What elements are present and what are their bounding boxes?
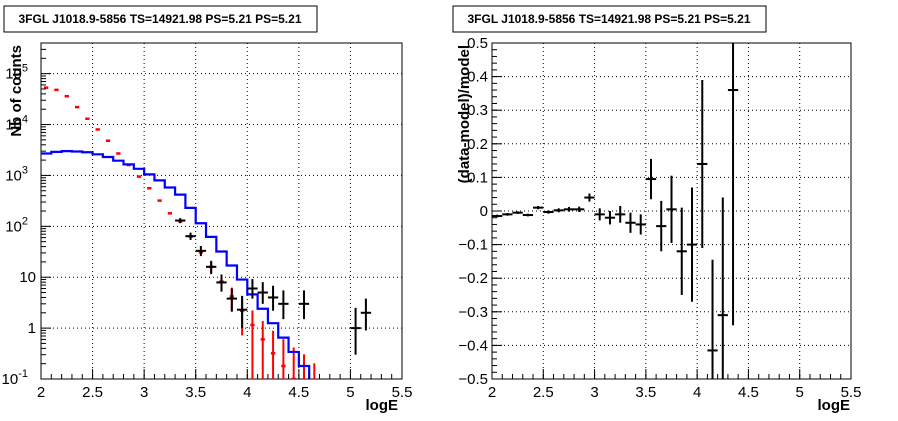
left-series — [41, 86, 372, 379]
right-y-tick-label: −0.2 — [458, 270, 488, 287]
left-x-tick-label: 2 — [37, 384, 45, 401]
left-blue-model-line — [41, 150, 311, 379]
right-y-tick-label: −0.4 — [458, 337, 488, 354]
right-x-tick-label: 2.5 — [533, 384, 554, 401]
right-x-tick-label: 4 — [693, 384, 701, 401]
right-y-tick-label: −0.5 — [458, 371, 488, 388]
right-y-tick-label: 0.3 — [467, 102, 488, 119]
right-y-axis-title: (data-model)/model — [456, 45, 473, 183]
right-panel: 3FGL J1018.9-5856 TS=14921.98 PS=5.21 PS… — [452, 5, 862, 414]
right-title: 3FGL J1018.9-5856 TS=14921.98 PS=5.21 PS… — [468, 12, 751, 26]
left-x-tick-label: 5 — [346, 384, 354, 401]
left-plot-frame — [40, 42, 403, 380]
right-x-tick-label: 4.5 — [738, 384, 759, 401]
right-grid — [492, 43, 851, 379]
left-y-tick-label: 10-1 — [2, 368, 28, 388]
left-y-tick-label: 10 — [19, 269, 36, 286]
right-y-tick-label: 0.2 — [467, 136, 488, 153]
left-y-tick-label: 1 — [28, 320, 36, 337]
right-title-box: 3FGL J1018.9-5856 TS=14921.98 PS=5.21 PS… — [452, 5, 767, 33]
right-title-frame — [452, 5, 767, 33]
right-y-tick-label: −0.3 — [458, 304, 488, 321]
right-series — [492, 43, 739, 379]
right-x-tick-label: 2 — [488, 384, 496, 401]
left-x-tick-label: 4 — [243, 384, 251, 401]
left-title-frame — [3, 5, 318, 33]
right-x-axis: 2 2.5 3 3.5 4 4.5 5 5.5 — [488, 369, 862, 401]
right-y-tick-label: 0.5 — [467, 35, 488, 52]
left-series-group — [41, 86, 372, 379]
left-x-tick-label: 3 — [140, 384, 148, 401]
left-x-tick-label: 2.5 — [82, 384, 103, 401]
left-y-axis-title: Nb of counts — [8, 45, 25, 137]
left-x-axis-title: logE — [366, 397, 399, 414]
right-x-tick-label: 3 — [590, 384, 598, 401]
left-x-tick-label: 4.5 — [288, 384, 309, 401]
left-x-tick-label: 3.5 — [185, 384, 206, 401]
right-y-axis: 0.5 0.4 0.3 0.2 0.1 0 −0.1 −0.2 −0.3 −0.4 −0.5 — [458, 35, 502, 388]
right-x-axis-title: logE — [818, 397, 851, 414]
left-y-tick-label: 103 — [5, 164, 28, 184]
left-x-axis: 2 2.5 3 3.5 4 4.5 5 5.5 — [37, 369, 413, 401]
left-y-tick-label: 102 — [5, 215, 28, 235]
right-y-tick-label: 0.4 — [467, 69, 488, 86]
right-y-tick-label: −0.1 — [458, 237, 488, 254]
left-title-box: 3FGL J1018.9-5856 TS=14921.98 PS=5.21 PS… — [3, 5, 318, 33]
right-x-tick-label: 3.5 — [635, 384, 656, 401]
left-title: 3FGL J1018.9-5856 TS=14921.98 PS=5.21 PS… — [19, 12, 302, 26]
right-x-tick-label: 5.5 — [841, 384, 862, 401]
right-x-tick-label: 5 — [796, 384, 804, 401]
left-x-tick-label: 5.5 — [392, 384, 413, 401]
right-series-group — [492, 43, 739, 379]
left-panel: 3FGL J1018.9-5856 TS=14921.98 PS=5.21 PS… — [2, 5, 413, 414]
right-y-tick-label: 0.1 — [467, 169, 488, 186]
right-y-tick-label: 0 — [480, 203, 488, 220]
